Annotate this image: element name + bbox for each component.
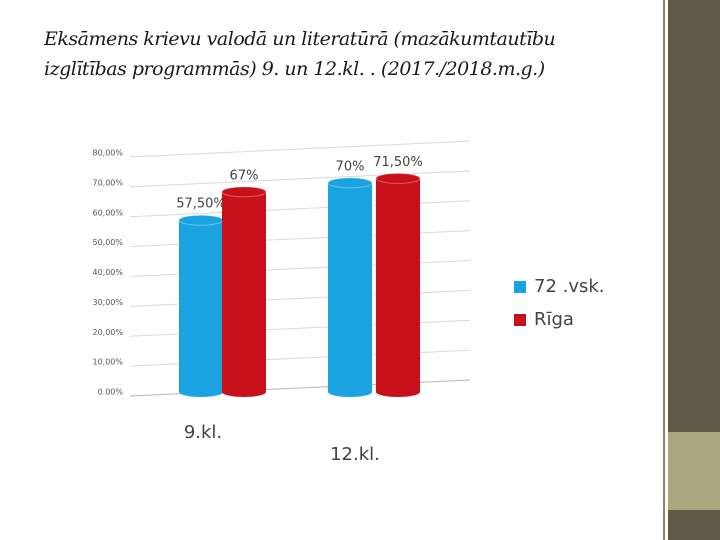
x-tick-label: 9.kl.: [184, 422, 222, 443]
bar: [328, 182, 372, 392]
legend-swatch: [514, 281, 526, 293]
value-label: 71,50%: [373, 155, 423, 170]
y-tick-label: 80,00%: [92, 149, 123, 158]
legend-swatch: [514, 314, 526, 326]
y-tick-label: 70,00%: [92, 178, 123, 187]
bar-top: [375, 172, 421, 184]
bar-base: [328, 387, 372, 397]
bar: [179, 220, 223, 392]
x-tick-label: 12.kl.: [330, 444, 380, 465]
y-tick-label: 40,00%: [92, 268, 123, 277]
grid-line: [129, 170, 471, 188]
legend-label: 72 .vsk.: [534, 276, 605, 297]
y-tick-label: 20,00%: [92, 328, 123, 337]
y-tick-label: 50,00%: [92, 238, 123, 247]
side-line: [663, 0, 665, 540]
bar: [222, 191, 266, 392]
y-tick-label: 10,00%: [92, 358, 123, 367]
y-tick-label: 60,00%: [92, 208, 123, 217]
y-tick-label: 0.00%: [98, 388, 124, 397]
legend-label: Rīga: [534, 309, 574, 330]
bar-top: [178, 214, 224, 226]
value-label: 70%: [336, 159, 365, 174]
value-label: 57,50%: [176, 197, 226, 212]
bar-top: [327, 177, 373, 189]
y-tick-label: 30,00%: [92, 298, 123, 307]
grid-line: [129, 140, 471, 158]
bar-base: [179, 387, 223, 397]
bar-top: [221, 186, 267, 198]
chart-title: Eksāmens krievu valodā un literatūrā (ma…: [44, 28, 556, 80]
bar-base: [222, 387, 266, 397]
value-label: 67%: [230, 168, 259, 183]
side-block: [668, 432, 720, 510]
bar-base: [376, 387, 420, 397]
bar: [376, 178, 420, 392]
